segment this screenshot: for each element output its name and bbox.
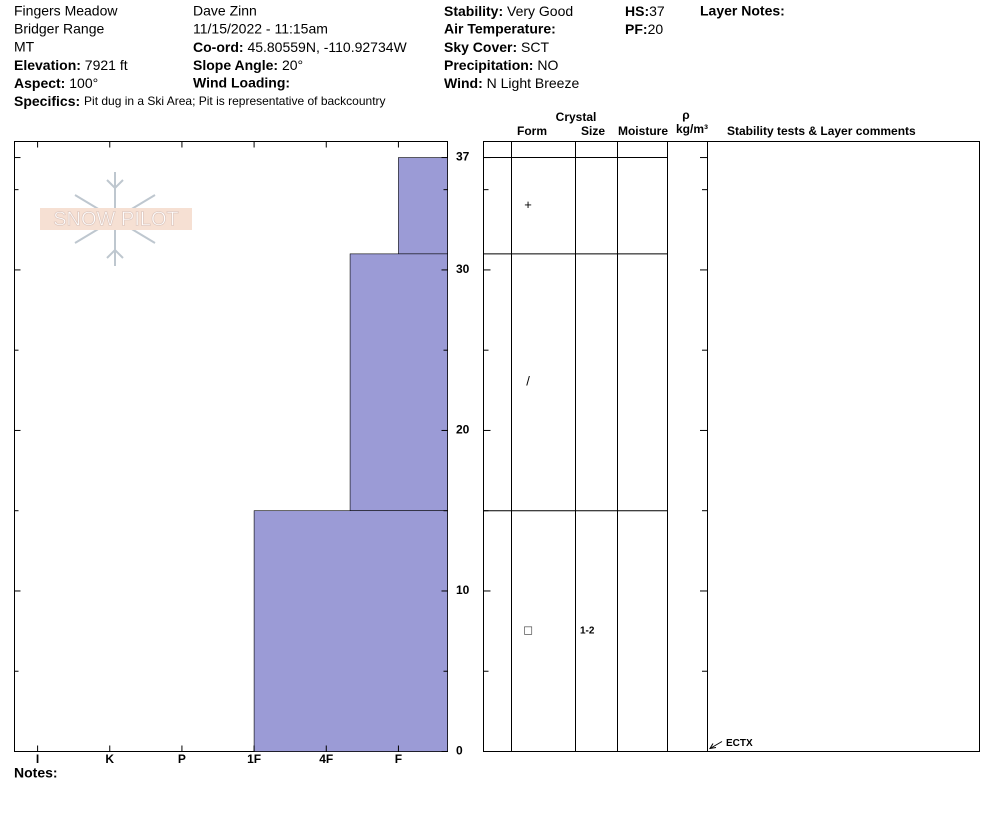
observer: Dave Zinn bbox=[193, 3, 257, 19]
label: Aspect: bbox=[14, 75, 65, 91]
datetime: 11/15/2022 - 11:15am bbox=[193, 21, 328, 37]
hardness-bar bbox=[398, 157, 448, 255]
value: 100° bbox=[69, 75, 98, 91]
hardness-bar bbox=[349, 253, 448, 512]
header-form: Form bbox=[517, 124, 547, 138]
slope: Slope Angle: 20° bbox=[193, 57, 303, 73]
value: NO bbox=[537, 57, 558, 73]
layer-notes: Layer Notes: bbox=[700, 3, 785, 19]
value: 45.80559N, -110.92734W bbox=[247, 39, 407, 55]
aspect: Aspect: 100° bbox=[14, 75, 98, 91]
value: SCT bbox=[521, 39, 549, 55]
value: Pit dug in a Ski Area; Pit is representa… bbox=[84, 94, 386, 108]
header-size: Size bbox=[581, 124, 605, 138]
value: 7921 ft bbox=[85, 57, 128, 73]
elevation: Elevation: 7921 ft bbox=[14, 57, 128, 73]
header-crystal: Crystal bbox=[556, 110, 597, 124]
hardness-bar bbox=[253, 510, 448, 752]
label: PF: bbox=[625, 21, 648, 37]
x-tick-label: F bbox=[395, 752, 402, 766]
header: Fingers Meadow Bridger Range MT Elevatio… bbox=[14, 3, 785, 109]
test-arrowhead bbox=[709, 743, 717, 750]
x-tick-label: 1F bbox=[247, 752, 261, 766]
label: Co-ord: bbox=[193, 39, 244, 55]
coord: Co-ord: 45.80559N, -110.92734W bbox=[193, 39, 408, 55]
x-tick-label: P bbox=[178, 752, 186, 766]
logo-band bbox=[40, 208, 192, 230]
test-pointer bbox=[709, 741, 723, 749]
value: 37 bbox=[649, 3, 665, 19]
label: HS: bbox=[625, 3, 649, 19]
specifics: Specifics: Pit dug in a Ski Area; Pit is… bbox=[14, 93, 386, 109]
air-temp: Air Temperature: bbox=[444, 21, 556, 37]
label: Stability: bbox=[444, 3, 503, 19]
label: Specifics: bbox=[14, 93, 80, 109]
notes: Notes: bbox=[14, 765, 58, 781]
logo: SNOW PILOT bbox=[40, 172, 192, 266]
site: Fingers Meadow bbox=[14, 3, 118, 19]
value: 20 bbox=[648, 21, 664, 37]
crystal-form: □ bbox=[524, 623, 532, 638]
header-moisture: Moisture bbox=[618, 124, 668, 138]
value: Very Good bbox=[507, 3, 573, 19]
crystal-form: + bbox=[524, 197, 532, 212]
table-frame bbox=[483, 141, 980, 752]
y-tick-label: 20 bbox=[456, 423, 470, 437]
state: MT bbox=[14, 39, 35, 55]
label: Slope Angle: bbox=[193, 57, 278, 73]
stability-test: ECTX bbox=[726, 738, 753, 749]
wind-loading: Wind Loading: bbox=[193, 75, 290, 91]
stability: Stability: Very Good bbox=[444, 3, 573, 19]
y-tick-label: 30 bbox=[456, 262, 470, 276]
precip: Precipitation: NO bbox=[444, 57, 558, 73]
y-tick-label: 37 bbox=[456, 150, 470, 164]
crystal-form: / bbox=[526, 374, 530, 389]
crystal-size: 1-2 bbox=[580, 626, 595, 637]
pf: PF:20 bbox=[625, 21, 663, 37]
label: Precipitation: bbox=[444, 57, 533, 73]
x-tick-label: K bbox=[105, 752, 114, 766]
sky: Sky Cover: SCT bbox=[444, 39, 549, 55]
hs: HS:37 bbox=[625, 3, 665, 19]
value: N Light Breeze bbox=[487, 75, 580, 91]
label: Sky Cover: bbox=[444, 39, 517, 55]
header-density: kg/m³ bbox=[676, 122, 708, 136]
wind: Wind: N Light Breeze bbox=[444, 75, 579, 91]
y-tick-label: 0 bbox=[456, 744, 463, 758]
logo-text: SNOW PILOT bbox=[53, 208, 179, 230]
header-rho: ρ bbox=[682, 108, 689, 122]
label: Elevation: bbox=[14, 57, 81, 73]
range: Bridger Range bbox=[14, 21, 104, 37]
x-tick-label: I bbox=[36, 752, 39, 766]
x-tick-label: 4F bbox=[319, 752, 333, 766]
y-tick-label: 10 bbox=[456, 583, 470, 597]
value: 20° bbox=[282, 57, 303, 73]
header-comments: Stability tests & Layer comments bbox=[727, 124, 916, 138]
label: Wind: bbox=[444, 75, 483, 91]
